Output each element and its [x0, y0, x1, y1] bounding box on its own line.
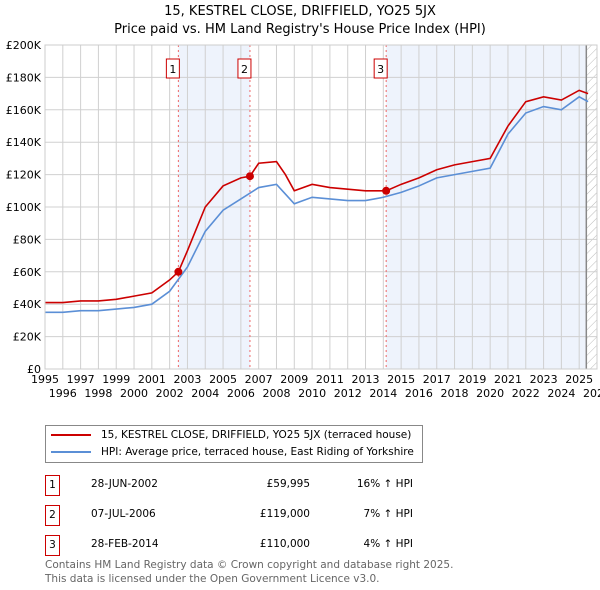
x-tick-label: 2004: [191, 387, 219, 400]
y-tick-label: £60K: [13, 266, 42, 279]
x-tick-label: 2013: [352, 373, 380, 386]
chart-subtitle: Price paid vs. HM Land Registry's House …: [114, 22, 486, 37]
x-tick-label: 2015: [387, 373, 415, 386]
sale-marker-label: 3: [377, 63, 384, 76]
y-tick-label: £0: [27, 363, 41, 376]
sale-point: [174, 267, 183, 276]
x-tick-label: 1998: [84, 387, 112, 400]
x-tick-label: 2003: [173, 373, 201, 386]
x-tick-label: 2011: [316, 373, 344, 386]
x-tick-label: 1996: [49, 387, 77, 400]
sale-number-badge: 2: [45, 505, 60, 526]
x-tick-label: 2000: [120, 387, 148, 400]
sale-hpi-change: 16% ↑ HPI: [356, 478, 413, 490]
x-tick-label: 2018: [441, 387, 469, 400]
y-tick-label: £80K: [13, 233, 42, 246]
sale-date: 28-FEB-2014: [91, 538, 159, 550]
sale-point: [245, 172, 254, 181]
sale-hpi-change: 7% ↑ HPI: [363, 508, 413, 520]
x-tick-label: 2006: [227, 387, 255, 400]
x-tick-label: 2001: [138, 373, 166, 386]
chart-title: 15, KESTREL CLOSE, DRIFFIELD, YO25 5JX: [164, 4, 436, 19]
y-tick-label: £100K: [6, 201, 42, 214]
x-tick-label: 2008: [262, 387, 290, 400]
x-tick-label: 2024: [547, 387, 575, 400]
legend-label: HPI: Average price, terraced house, East…: [101, 446, 414, 458]
x-tick-label: 2009: [280, 373, 308, 386]
x-tick-label: 2022: [512, 387, 540, 400]
sale-price: £59,995: [266, 478, 310, 490]
x-tick-label: 1999: [102, 373, 130, 386]
y-tick-label: £120K: [6, 169, 42, 182]
series-line: [45, 89, 589, 304]
sale-date: 07-JUL-2006: [91, 508, 156, 520]
x-tick-label: 2026: [583, 387, 600, 400]
legend-item-hpi: HPI: Average price, terraced house, East…: [51, 446, 414, 458]
x-tick-label: 2014: [369, 387, 397, 400]
sale-marker-label: 1: [169, 63, 176, 76]
footer-licence: This data is licensed under the Open Gov…: [45, 573, 380, 585]
price-chart: 1995199619971998199920002001200220032004…: [6, 39, 600, 400]
sale-marker-label: 2: [241, 63, 248, 76]
y-tick-label: £140K: [6, 136, 42, 149]
sale-point: [382, 186, 391, 195]
x-tick-label: 2023: [530, 373, 558, 386]
sale-price: £110,000: [259, 538, 310, 550]
sale-marker-box: [165, 58, 180, 79]
sale-price: £119,000: [259, 508, 310, 520]
x-tick-label: 1997: [67, 373, 95, 386]
plot-border: [44, 44, 598, 370]
sale-hpi-change: 4% ↑ HPI: [363, 538, 413, 550]
x-tick-label: 2016: [405, 387, 433, 400]
x-tick-label: 2005: [209, 373, 237, 386]
sale-number-badge: 1: [45, 475, 60, 496]
sale-marker-box: [237, 58, 252, 79]
series-line: [45, 95, 589, 314]
legend: 15, KESTREL CLOSE, DRIFFIELD, YO25 5JX (…: [45, 425, 423, 463]
x-tick-label: 2025: [565, 373, 593, 386]
y-tick-label: £180K: [6, 71, 42, 84]
legend-item-property: 15, KESTREL CLOSE, DRIFFIELD, YO25 5JX (…: [51, 429, 411, 441]
x-tick-label: 1995: [31, 373, 59, 386]
x-tick-label: 2019: [458, 373, 486, 386]
y-tick-label: £160K: [6, 104, 42, 117]
legend-label: 15, KESTREL CLOSE, DRIFFIELD, YO25 5JX (…: [101, 429, 412, 441]
sale-row: 3 28-FEB-2014 £110,000 4% ↑ HPI: [45, 535, 425, 556]
x-tick-label: 2007: [245, 373, 273, 386]
x-tick-label: 2010: [298, 387, 326, 400]
y-tick-label: £20K: [13, 331, 42, 344]
x-tick-label: 2002: [156, 387, 184, 400]
y-tick-label: £200K: [6, 39, 42, 52]
x-tick-label: 2021: [494, 373, 522, 386]
x-tick-label: 2012: [334, 387, 362, 400]
y-tick-label: £40K: [13, 298, 42, 311]
x-tick-label: 2020: [476, 387, 504, 400]
sale-row: 2 07-JUL-2006 £119,000 7% ↑ HPI: [45, 505, 425, 526]
x-tick-label: 2017: [423, 373, 451, 386]
legend-swatch-blue: [51, 451, 91, 453]
sale-marker-box: [373, 58, 388, 79]
sale-row: 1 28-JUN-2002 £59,995 16% ↑ HPI: [45, 475, 425, 496]
legend-swatch-red: [51, 434, 91, 436]
footer-copyright: Contains HM Land Registry data © Crown c…: [45, 559, 454, 571]
sale-number-badge: 3: [45, 535, 60, 556]
sale-date: 28-JUN-2002: [91, 478, 158, 490]
